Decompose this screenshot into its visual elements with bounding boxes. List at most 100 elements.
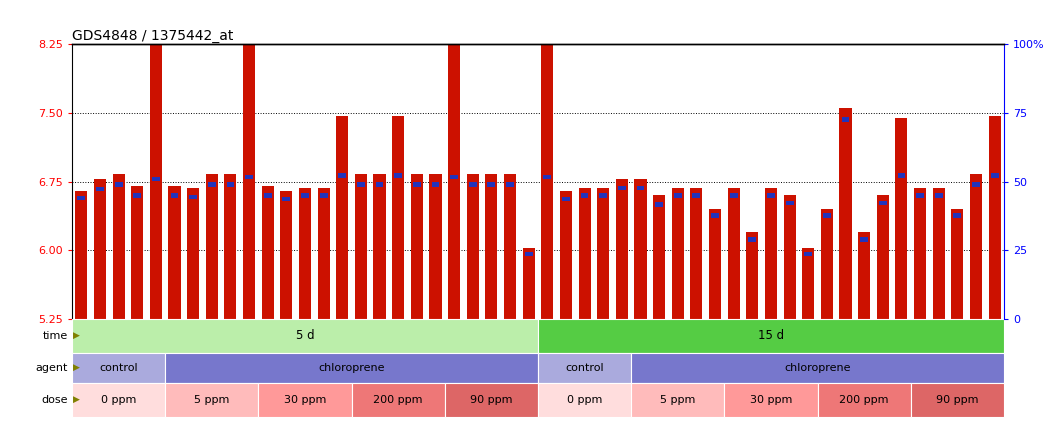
Bar (823, 213, 830, 218)
Bar (152, 177, 160, 181)
Bar (578, 188, 591, 319)
Bar (114, 182, 123, 187)
Bar (96, 187, 104, 191)
Bar (72, 319, 538, 353)
Bar (374, 174, 385, 319)
Bar (674, 193, 682, 198)
Bar (708, 209, 721, 319)
Bar (747, 232, 758, 319)
Bar (840, 108, 851, 319)
Bar (467, 174, 479, 319)
Bar (283, 197, 290, 201)
Bar (352, 383, 445, 417)
Bar (112, 174, 125, 319)
Bar (541, 17, 554, 319)
Bar (522, 247, 535, 319)
Bar (506, 182, 514, 187)
Bar (690, 188, 702, 319)
Bar (991, 173, 999, 178)
Bar (877, 195, 889, 319)
Bar (75, 191, 88, 319)
Bar (970, 174, 982, 319)
Bar (357, 182, 364, 187)
Bar (432, 182, 439, 187)
Bar (168, 186, 181, 319)
Bar (258, 383, 352, 417)
Bar (392, 116, 405, 319)
Bar (580, 193, 589, 198)
Bar (895, 118, 908, 319)
Bar (429, 174, 442, 319)
Bar (487, 182, 496, 187)
Text: agent: agent (35, 363, 68, 373)
Bar (618, 186, 626, 190)
Bar (656, 202, 663, 207)
Bar (318, 188, 329, 319)
Bar (712, 213, 719, 218)
Bar (821, 209, 833, 319)
Bar (805, 252, 812, 256)
Bar (413, 182, 420, 187)
Bar (818, 383, 911, 417)
Bar (842, 117, 849, 122)
Bar (933, 188, 945, 319)
Bar (411, 174, 423, 319)
Bar (525, 252, 533, 256)
Bar (243, 17, 255, 319)
Bar (281, 191, 292, 319)
Bar (693, 193, 700, 198)
Bar (190, 195, 197, 200)
Bar (988, 116, 1001, 319)
Text: 0 ppm: 0 ppm (567, 395, 603, 405)
Text: 5 ppm: 5 ppm (660, 395, 696, 405)
Bar (227, 182, 234, 187)
Bar (597, 188, 609, 319)
Bar (225, 174, 236, 319)
Text: 5 ppm: 5 ppm (194, 395, 230, 405)
Bar (131, 186, 143, 319)
Bar (355, 174, 367, 319)
Text: 200 ppm: 200 ppm (840, 395, 889, 405)
Text: ▶: ▶ (73, 396, 79, 404)
Bar (765, 188, 777, 319)
Bar (170, 193, 178, 198)
Text: 30 ppm: 30 ppm (750, 395, 792, 405)
Bar (538, 383, 631, 417)
Bar (784, 195, 795, 319)
Bar (749, 237, 756, 242)
Bar (767, 193, 775, 198)
Text: ▶: ▶ (73, 363, 79, 372)
Bar (208, 182, 216, 187)
Text: 5 d: 5 d (295, 329, 315, 342)
Text: 15 d: 15 d (758, 329, 784, 342)
Bar (916, 193, 923, 198)
Text: chloroprene: chloroprene (319, 363, 384, 373)
Bar (631, 383, 724, 417)
Bar (450, 175, 457, 179)
Bar (730, 193, 737, 198)
Bar (133, 193, 141, 198)
Bar (538, 319, 1004, 353)
Bar (653, 195, 665, 319)
Bar (898, 173, 905, 178)
Bar (634, 179, 647, 319)
Bar (879, 201, 886, 205)
Bar (615, 179, 628, 319)
Bar (636, 186, 644, 190)
Bar (165, 383, 258, 417)
Bar (301, 193, 309, 198)
Text: control: control (100, 363, 138, 373)
Bar (914, 188, 927, 319)
Text: ▶: ▶ (73, 331, 79, 340)
Bar (911, 383, 1004, 417)
Text: dose: dose (41, 395, 68, 405)
Bar (953, 213, 962, 218)
Bar (448, 17, 461, 319)
Bar (538, 353, 631, 383)
Bar (935, 193, 943, 198)
Bar (77, 196, 85, 201)
Bar (94, 179, 106, 319)
Bar (724, 383, 818, 417)
Bar (376, 182, 383, 187)
Bar (262, 186, 274, 319)
